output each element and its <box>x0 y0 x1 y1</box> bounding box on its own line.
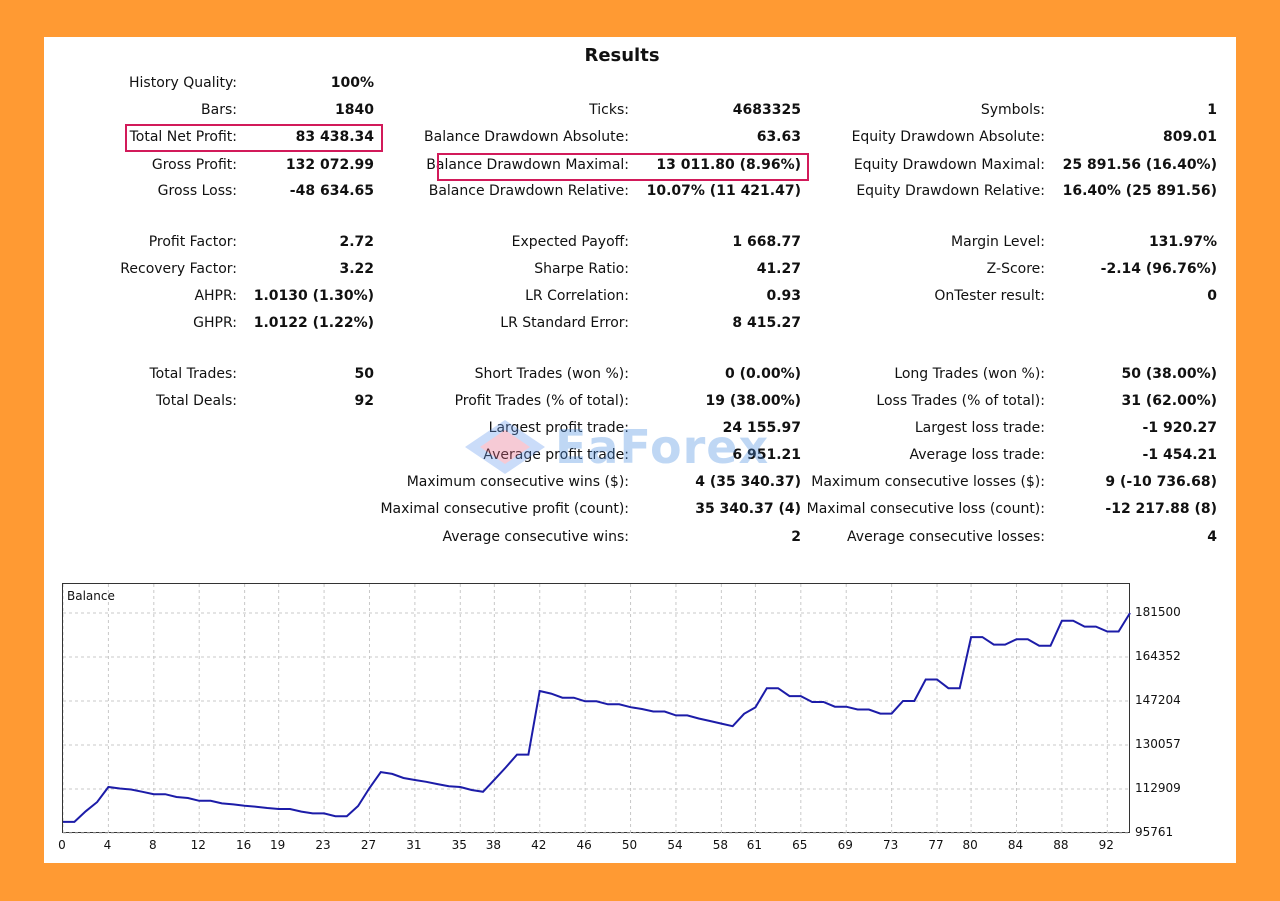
col2-value-8: 0 (0.00%) <box>725 366 801 382</box>
col2-label-5: Sharpe Ratio: <box>534 261 629 277</box>
chart-legend-label: Balance <box>67 589 115 603</box>
col3-label-11: Maximum consecutive losses ($): <box>811 474 1045 490</box>
col1-label-1: Bars: <box>201 102 237 118</box>
col3-label-12: Maximal consecutive loss (count): <box>806 501 1045 517</box>
col1-label-8: GHPR: <box>193 315 237 331</box>
col1-label-7: AHPR: <box>194 288 237 304</box>
col1-value-7: 1.0130 (1.30%) <box>253 288 374 304</box>
col2-label-3: Balance Drawdown Relative: <box>428 183 629 199</box>
col2-label-4: Expected Payoff: <box>511 234 629 250</box>
col3-value-13: 4 <box>1207 529 1217 545</box>
col2-label-13: Maximal consecutive profit (count): <box>380 501 629 517</box>
col3-value-8: 31 (62.00%) <box>1121 393 1217 409</box>
col1-label-6: Recovery Factor: <box>120 261 237 277</box>
col1-label-5: Profit Factor: <box>148 234 237 250</box>
col1-value-2: 83 438.34 <box>295 129 374 145</box>
col3-value-9: -1 920.27 <box>1142 420 1217 436</box>
col3-label-0: Symbols: <box>980 102 1045 118</box>
col3-label-1: Equity Drawdown Absolute: <box>851 129 1045 145</box>
col1-value-8: 1.0122 (1.22%) <box>253 315 374 331</box>
col2-value-11: 6 951.21 <box>732 447 801 463</box>
col2-label-2: Balance Drawdown Maximal: <box>426 157 629 173</box>
col3-label-5: Z-Score: <box>986 261 1045 277</box>
col2-label-7: LR Standard Error: <box>500 315 629 331</box>
col3-value-4: 131.97% <box>1148 234 1217 250</box>
col3-value-12: -12 217.88 (8) <box>1105 501 1217 517</box>
col2-label-9: Profit Trades (% of total): <box>454 393 629 409</box>
col3-label-6: OnTester result: <box>934 288 1045 304</box>
watermark-text: EaForex <box>555 420 770 474</box>
eaforex-logo-icon <box>465 420 545 474</box>
col1-value-0: 100% <box>330 75 374 91</box>
col1-label-3: Gross Profit: <box>151 157 237 173</box>
col3-value-5: -2.14 (96.76%) <box>1100 261 1217 277</box>
highlight-balance-drawdown-maximal <box>437 153 809 181</box>
col2-value-5: 41.27 <box>756 261 801 277</box>
col2-label-14: Average consecutive wins: <box>442 529 629 545</box>
col2-value-3: 10.07% (11 421.47) <box>646 183 801 199</box>
col2-label-6: LR Correlation: <box>525 288 629 304</box>
col2-value-4: 1 668.77 <box>732 234 801 250</box>
col3-label-13: Average consecutive losses: <box>847 529 1045 545</box>
col3-value-6: 0 <box>1207 288 1217 304</box>
col3-value-1: 809.01 <box>1162 129 1217 145</box>
col1-label-9: Total Trades: <box>149 366 238 382</box>
col3-label-7: Long Trades (won %): <box>894 366 1045 382</box>
col2-value-10: 24 155.97 <box>722 420 801 436</box>
col1-value-1: 1840 <box>335 102 374 118</box>
balance-chart: Balance <box>62 583 1131 834</box>
col2-value-14: 2 <box>791 529 801 545</box>
col3-value-10: -1 454.21 <box>1142 447 1217 463</box>
col3-label-2: Equity Drawdown Maximal: <box>853 157 1045 173</box>
highlight-total-net-profit <box>125 124 383 152</box>
col1-value-9: 50 <box>354 366 374 382</box>
col2-value-1: 63.63 <box>756 129 801 145</box>
col2-value-2: 13 011.80 (8.96%) <box>656 157 801 173</box>
col1-value-4: -48 634.65 <box>289 183 374 199</box>
col2-value-7: 8 415.27 <box>732 315 801 331</box>
eaforex-watermark: EaForex <box>460 412 830 482</box>
col3-label-9: Largest loss trade: <box>914 420 1045 436</box>
col3-label-3: Equity Drawdown Relative: <box>856 183 1045 199</box>
balance-chart-svg: Balance <box>63 584 1131 834</box>
col3-label-4: Margin Level: <box>951 234 1045 250</box>
col1-label-4: Gross Loss: <box>157 183 237 199</box>
balance-series-line <box>63 612 1131 823</box>
col1-label-2: Total Net Profit: <box>129 129 237 145</box>
col1-value-10: 92 <box>354 393 374 409</box>
col3-value-2: 25 891.56 (16.40%) <box>1062 157 1217 173</box>
col2-label-8: Short Trades (won %): <box>474 366 629 382</box>
col2-value-12: 4 (35 340.37) <box>695 474 801 490</box>
col2-label-1: Balance Drawdown Absolute: <box>424 129 629 145</box>
col2-label-10: Largest profit trade: <box>488 420 629 436</box>
col2-value-0: 4683325 <box>732 102 801 118</box>
col2-label-12: Maximum consecutive wins ($): <box>406 474 629 490</box>
col2-label-11: Average profit trade: <box>483 447 629 463</box>
col3-label-8: Loss Trades (% of total): <box>876 393 1045 409</box>
col2-value-6: 0.93 <box>766 288 801 304</box>
col1-value-5: 2.72 <box>339 234 374 250</box>
col2-label-0: Ticks: <box>589 102 629 118</box>
col3-value-7: 50 (38.00%) <box>1121 366 1217 382</box>
col1-value-3: 132 072.99 <box>285 157 374 173</box>
col2-value-13: 35 340.37 (4) <box>695 501 801 517</box>
col1-label-0: History Quality: <box>129 75 237 91</box>
col2-value-9: 19 (38.00%) <box>705 393 801 409</box>
col1-value-6: 3.22 <box>339 261 374 277</box>
col3-value-3: 16.40% (25 891.56) <box>1062 183 1217 199</box>
col3-label-10: Average loss trade: <box>909 447 1045 463</box>
col1-label-10: Total Deals: <box>155 393 237 409</box>
col3-value-0: 1 <box>1207 102 1217 118</box>
col3-value-11: 9 (-10 736.68) <box>1105 474 1217 490</box>
results-title: Results <box>584 45 660 66</box>
